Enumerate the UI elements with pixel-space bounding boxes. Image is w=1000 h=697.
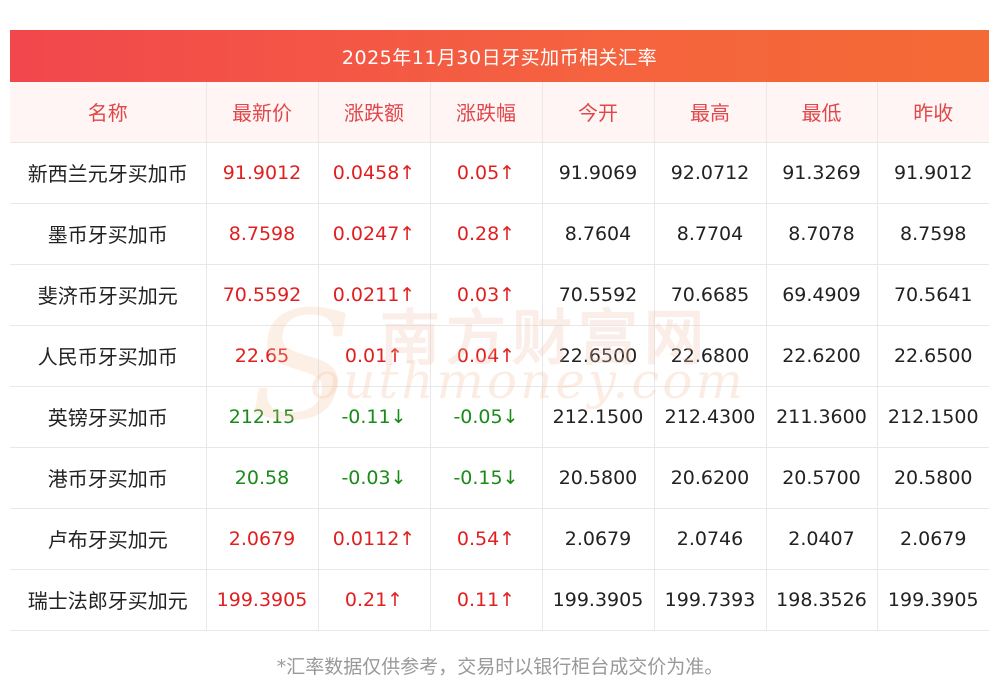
change-amount: -0.03↓ xyxy=(318,447,431,509)
table-row: 卢布牙买加元 2.0679 0.0112↑ 0.54↑ 2.0679 2.074… xyxy=(10,508,989,570)
change-percent: 0.28↑ xyxy=(430,203,543,265)
currency-pair-name: 瑞士法郎牙买加元 xyxy=(10,569,207,631)
currency-pair-name: 港币牙买加币 xyxy=(10,447,207,509)
latest-price: 199.3905 xyxy=(206,569,319,631)
low-price: 20.5700 xyxy=(766,447,878,509)
high-price: 199.7393 xyxy=(654,569,767,631)
open-price: 8.7604 xyxy=(542,203,655,265)
latest-price: 2.0679 xyxy=(206,508,319,570)
change-percent: 0.05↑ xyxy=(430,142,543,204)
table-row: 瑞士法郎牙买加元 199.3905 0.21↑ 0.11↑ 199.3905 1… xyxy=(10,569,989,631)
change-percent: -0.05↓ xyxy=(430,386,543,448)
column-header-change: 涨跌额 xyxy=(318,82,431,143)
currency-pair-name: 人民币牙买加币 xyxy=(10,325,207,387)
low-price: 69.4909 xyxy=(766,264,878,326)
high-price: 8.7704 xyxy=(654,203,767,265)
column-header-name: 名称 xyxy=(10,82,207,143)
table-row: 英镑牙买加币 212.15 -0.11↓ -0.05↓ 212.1500 212… xyxy=(10,386,989,448)
open-price: 212.1500 xyxy=(542,386,655,448)
low-price: 198.3526 xyxy=(766,569,878,631)
currency-pair-name: 墨币牙买加币 xyxy=(10,203,207,265)
high-price: 20.6200 xyxy=(654,447,767,509)
high-price: 22.6800 xyxy=(654,325,767,387)
column-header-change-pct: 涨跌幅 xyxy=(430,82,543,143)
open-price: 2.0679 xyxy=(542,508,655,570)
change-amount: 0.0458↑ xyxy=(318,142,431,204)
column-header-high: 最高 xyxy=(654,82,767,143)
latest-price: 20.58 xyxy=(206,447,319,509)
open-price: 20.5800 xyxy=(542,447,655,509)
column-header-prev-close: 昨收 xyxy=(877,82,989,143)
change-amount: 0.21↑ xyxy=(318,569,431,631)
disclaimer-footnote: *汇率数据仅供参考，交易时以银行柜台成交价为准。 xyxy=(276,656,724,678)
prev-close-price: 8.7598 xyxy=(877,203,989,265)
change-percent: 0.04↑ xyxy=(430,325,543,387)
table-row: 斐济币牙买加元 70.5592 0.0211↑ 0.03↑ 70.5592 70… xyxy=(10,264,989,326)
prev-close-price: 91.9012 xyxy=(877,142,989,204)
currency-pair-name: 英镑牙买加币 xyxy=(10,386,207,448)
change-percent: 0.03↑ xyxy=(430,264,543,326)
high-price: 70.6685 xyxy=(654,264,767,326)
prev-close-price: 199.3905 xyxy=(877,569,989,631)
change-percent: 0.11↑ xyxy=(430,569,543,631)
change-amount: 0.01↑ xyxy=(318,325,431,387)
prev-close-price: 212.1500 xyxy=(877,386,989,448)
change-amount: 0.0112↑ xyxy=(318,508,431,570)
change-amount: -0.11↓ xyxy=(318,386,431,448)
latest-price: 8.7598 xyxy=(206,203,319,265)
exchange-rate-table: 名称 最新价 涨跌额 涨跌幅 今开 最高 最低 昨收 新西兰元牙买加币 91.9… xyxy=(10,82,989,631)
low-price: 2.0407 xyxy=(766,508,878,570)
latest-price: 91.9012 xyxy=(206,142,319,204)
prev-close-price: 70.5641 xyxy=(877,264,989,326)
rate-table-container: 2025年11月30日牙买加币相关汇率 名称 最新价 涨跌额 涨跌幅 今开 最高… xyxy=(10,30,989,631)
high-price: 92.0712 xyxy=(654,142,767,204)
column-header-low: 最低 xyxy=(766,82,878,143)
table-header-row: 名称 最新价 涨跌额 涨跌幅 今开 最高 最低 昨收 xyxy=(10,82,989,143)
low-price: 22.6200 xyxy=(766,325,878,387)
latest-price: 70.5592 xyxy=(206,264,319,326)
prev-close-price: 20.5800 xyxy=(877,447,989,509)
currency-pair-name: 卢布牙买加元 xyxy=(10,508,207,570)
change-percent: -0.15↓ xyxy=(430,447,543,509)
currency-pair-name: 新西兰元牙买加币 xyxy=(10,142,207,204)
table-title: 2025年11月30日牙买加币相关汇率 xyxy=(10,30,989,82)
change-percent: 0.54↑ xyxy=(430,508,543,570)
open-price: 91.9069 xyxy=(542,142,655,204)
column-header-open: 今开 xyxy=(542,82,655,143)
low-price: 211.3600 xyxy=(766,386,878,448)
currency-pair-name: 斐济币牙买加元 xyxy=(10,264,207,326)
open-price: 199.3905 xyxy=(542,569,655,631)
change-amount: 0.0247↑ xyxy=(318,203,431,265)
table-row: 人民币牙买加币 22.65 0.01↑ 0.04↑ 22.6500 22.680… xyxy=(10,325,989,387)
change-amount: 0.0211↑ xyxy=(318,264,431,326)
latest-price: 22.65 xyxy=(206,325,319,387)
low-price: 8.7078 xyxy=(766,203,878,265)
table-row: 墨币牙买加币 8.7598 0.0247↑ 0.28↑ 8.7604 8.770… xyxy=(10,203,989,265)
table-row: 新西兰元牙买加币 91.9012 0.0458↑ 0.05↑ 91.9069 9… xyxy=(10,142,989,204)
prev-close-price: 22.6500 xyxy=(877,325,989,387)
high-price: 2.0746 xyxy=(654,508,767,570)
column-header-latest: 最新价 xyxy=(206,82,319,143)
high-price: 212.4300 xyxy=(654,386,767,448)
table-row: 港币牙买加币 20.58 -0.03↓ -0.15↓ 20.5800 20.62… xyxy=(10,447,989,509)
open-price: 70.5592 xyxy=(542,264,655,326)
latest-price: 212.15 xyxy=(206,386,319,448)
open-price: 22.6500 xyxy=(542,325,655,387)
prev-close-price: 2.0679 xyxy=(877,508,989,570)
low-price: 91.3269 xyxy=(766,142,878,204)
